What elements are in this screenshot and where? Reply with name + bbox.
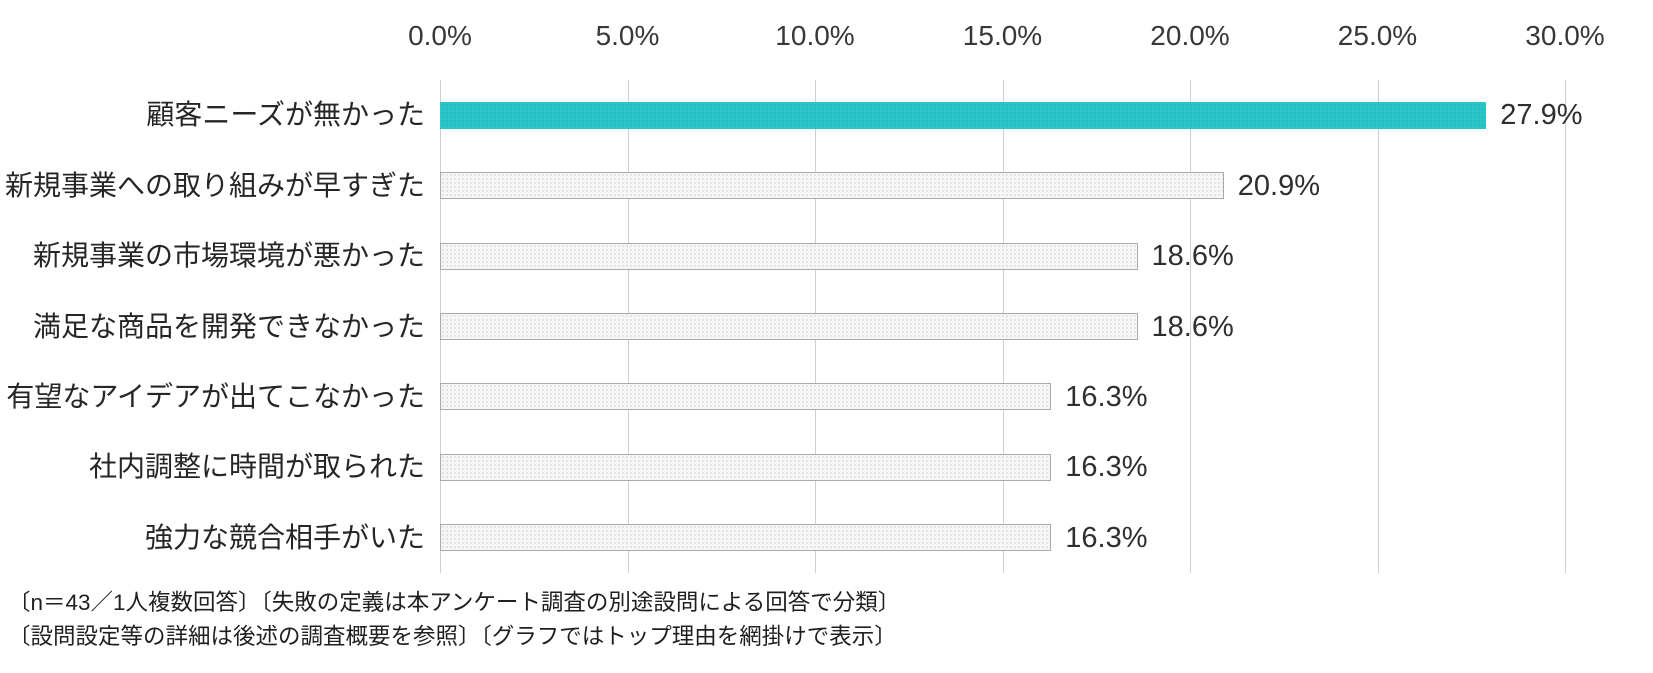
- footnotes: 〔n＝43／1人複数回答〕〔失敗の定義は本アンケート調査の別途設問による回答で分…: [8, 586, 900, 654]
- category-label: 社内調整に時間が取られた: [88, 451, 425, 483]
- value-label: 16.3%: [1065, 380, 1148, 413]
- category-label: 満足な商品を開発できなかった: [32, 310, 425, 342]
- gridline: [1565, 80, 1566, 573]
- gridline: [1377, 80, 1379, 573]
- value-label: 27.9%: [1500, 99, 1583, 132]
- bar: [440, 524, 1052, 552]
- bar: [440, 172, 1224, 200]
- category-label: 強力な競合相手がいた: [144, 521, 425, 553]
- bar: [440, 453, 1052, 481]
- category-label: 有望なアイデアが出てこなかった: [6, 380, 425, 412]
- x-tick-label: 25.0%: [1337, 20, 1418, 51]
- bar: [440, 383, 1052, 411]
- value-label: 18.6%: [1151, 240, 1234, 273]
- x-tick-label: 30.0%: [1525, 20, 1605, 51]
- category-label: 顧客ニーズが無かった: [146, 99, 425, 131]
- value-label: 16.3%: [1065, 451, 1148, 484]
- bar-highlighted: [440, 101, 1487, 129]
- footnote-line-2: 〔設問設定等の詳細は後述の調査概要を参照〕〔グラフではトップ理由を網掛けで表示〕: [8, 624, 897, 649]
- bar: [440, 313, 1138, 340]
- x-tick-label: 10.0%: [775, 20, 855, 51]
- footnote-line-1: 〔n＝43／1人複数回答〕〔失敗の定義は本アンケート調査の別途設問による回答で分…: [8, 590, 901, 615]
- x-tick-label: 0.0%: [408, 20, 472, 51]
- value-label: 18.6%: [1151, 310, 1234, 343]
- value-label: 16.3%: [1065, 521, 1148, 554]
- bar: [440, 242, 1138, 270]
- x-tick-label: 15.0%: [962, 20, 1043, 51]
- value-label: 20.9%: [1237, 169, 1320, 202]
- x-tick-label: 5.0%: [595, 20, 660, 51]
- category-label: 新規事業への取り組みが早すぎた: [4, 169, 425, 201]
- category-label: 新規事業の市場環境が悪かった: [32, 240, 425, 272]
- gridline: [1190, 80, 1191, 573]
- x-tick-label: 20.0%: [1150, 20, 1230, 51]
